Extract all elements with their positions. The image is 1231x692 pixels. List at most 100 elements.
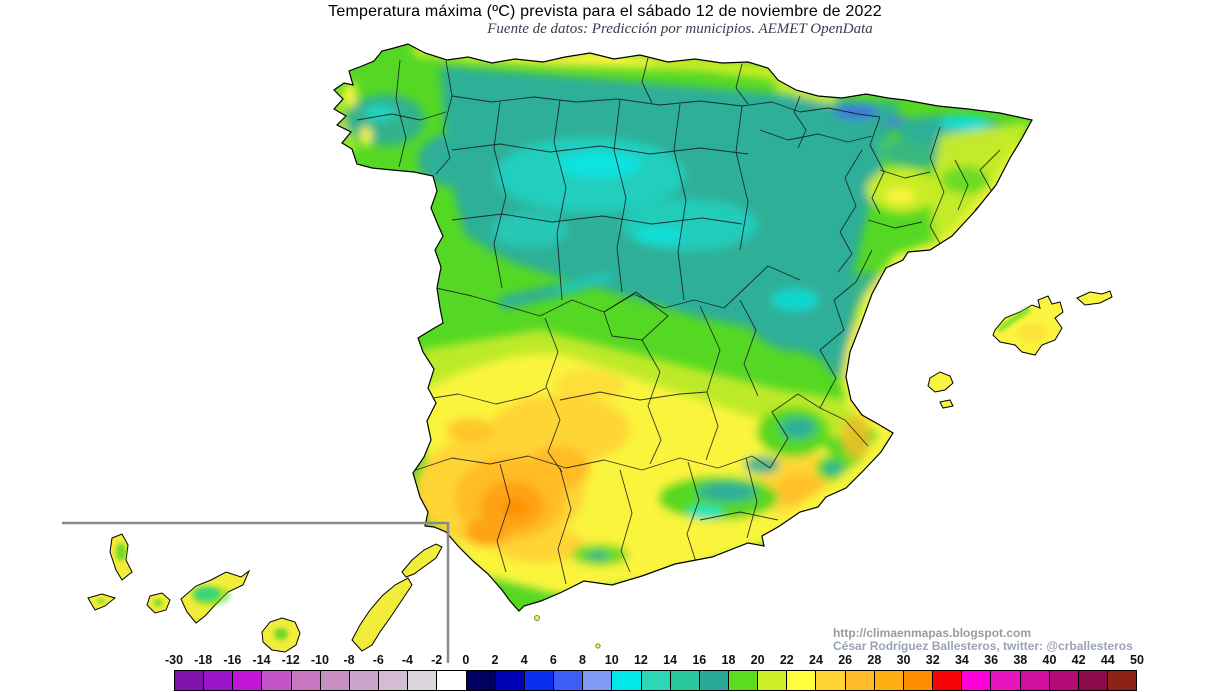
colorbar-label: -6 xyxy=(372,653,384,667)
colorbar-cell xyxy=(232,671,262,690)
data-source-subtitle: Fuente de datos: Predicción por municipi… xyxy=(487,21,873,37)
colorbar-cell xyxy=(407,671,437,690)
colorbar-label: 12 xyxy=(633,653,648,667)
credit-url: http://climaenmapas.blogspot.com xyxy=(833,626,1032,640)
colorbar-label: 40 xyxy=(1042,653,1057,667)
cyan-patch xyxy=(364,105,396,121)
cyan-patch xyxy=(492,212,568,248)
sistema-central-cyan xyxy=(557,273,613,293)
colorbar-label: 0 xyxy=(462,653,470,667)
colorbar-cell xyxy=(611,671,641,690)
colorbar-cell xyxy=(961,671,991,690)
colorbar-cell xyxy=(1077,671,1107,690)
colorbar-label: -14 xyxy=(252,653,271,667)
colorbar-cell xyxy=(378,671,408,690)
ceuta-dot xyxy=(534,615,540,621)
colorbar-cell xyxy=(1107,671,1137,690)
colorbar-label: 32 xyxy=(925,653,940,667)
alcoy-teal xyxy=(823,462,843,474)
colorbar-label: 2 xyxy=(491,653,499,667)
mallorca-golden-center xyxy=(1017,324,1047,342)
el-hierro-green-center xyxy=(97,598,105,604)
amber-zone xyxy=(526,446,590,490)
tramuntana-green-ridge xyxy=(997,307,1031,332)
colorbar-cell xyxy=(757,671,787,690)
colorbar-label: -8 xyxy=(343,653,355,667)
deep-orange-core xyxy=(502,499,528,517)
colorbar-cell xyxy=(523,671,554,690)
teal-patch xyxy=(418,134,482,186)
colorbar-cell xyxy=(494,671,524,690)
cuenca-cyan xyxy=(771,289,819,311)
colorbar-cell xyxy=(290,671,320,690)
formentera-island xyxy=(939,399,954,409)
colorbar-label: 22 xyxy=(779,653,794,667)
peninsula-coastline xyxy=(333,43,1033,612)
colorbar-label: 14 xyxy=(663,653,678,667)
colorbar-label: -30 xyxy=(164,653,184,667)
colorbar-label: 10 xyxy=(604,653,619,667)
colorbar-label: 20 xyxy=(750,653,765,667)
colorbar-cell xyxy=(436,671,466,690)
colorbar-cell xyxy=(1019,671,1049,690)
zaragoza-yellow xyxy=(885,188,915,204)
credit-author: César Rodríguez Ballesteros, twitter: @c… xyxy=(833,639,1133,653)
canary-islands xyxy=(87,533,443,653)
alicante-amber xyxy=(841,415,871,459)
colorbar-label: 18 xyxy=(721,653,736,667)
province-borders xyxy=(356,57,1001,585)
peninsula-temperature-field xyxy=(334,44,1032,611)
la-palma-green-center xyxy=(116,543,126,561)
colorbar-cell xyxy=(175,671,204,690)
colorbar-cell xyxy=(727,671,758,690)
colorbar-label: -18 xyxy=(194,653,213,667)
colorbar-cell xyxy=(348,671,379,690)
lanzarote-island xyxy=(401,543,443,578)
colorbar-label: 50 xyxy=(1130,653,1144,667)
tenerife-green-ring xyxy=(191,586,231,606)
colorbar-label: 28 xyxy=(867,653,882,667)
colorbar-label: 38 xyxy=(1013,653,1028,667)
colorbar-label: -12 xyxy=(281,653,300,667)
colorbar-label: 24 xyxy=(809,653,823,667)
colorbar-cell xyxy=(698,671,728,690)
colorbar-cell xyxy=(1048,671,1078,690)
melilla-dot xyxy=(595,643,601,649)
colorbar-label: 4 xyxy=(520,653,528,667)
colorbar-cell xyxy=(669,671,699,690)
canary-inset-border xyxy=(62,521,450,663)
colorbar-label: 8 xyxy=(579,653,587,667)
bright-cyan-patch xyxy=(558,152,642,178)
teal-patch xyxy=(744,456,780,474)
colorbar-label: -10 xyxy=(310,653,329,667)
colorbar-cell xyxy=(465,671,495,690)
colorbar-cell xyxy=(990,671,1020,690)
colorbar-label: 16 xyxy=(692,653,707,667)
colorbar-cell xyxy=(873,671,903,690)
colorbar-label: -2 xyxy=(431,653,443,667)
colorbar-cell xyxy=(844,671,874,690)
la-gomera-green-center xyxy=(153,599,163,607)
colorbar-cell xyxy=(553,671,583,690)
colorbar-label: -4 xyxy=(401,653,414,667)
colorbar-label: 36 xyxy=(984,653,999,667)
cyan-patch xyxy=(622,199,758,251)
colorbar-cell xyxy=(932,671,962,690)
pyrenees-cyan xyxy=(939,116,991,130)
colorbar-cell xyxy=(640,671,670,690)
page-title: Temperatura máxima (ºC) prevista para el… xyxy=(328,3,882,20)
balearic-islands xyxy=(927,290,1113,409)
colorbar-cell xyxy=(815,671,845,690)
colorbar-cell xyxy=(319,671,349,690)
blue-cold-speck xyxy=(834,105,878,119)
colorbar-label: -16 xyxy=(223,653,242,667)
colorbar-label: 34 xyxy=(954,653,969,667)
ibiza-island xyxy=(927,371,954,393)
colorbar-cell xyxy=(203,671,233,690)
colorbar-label: 26 xyxy=(838,653,853,667)
fuerteventura-island xyxy=(351,577,413,652)
galicia-yellow-spot xyxy=(360,126,372,146)
sierra-nevada-teal xyxy=(697,482,757,502)
amber-zone xyxy=(446,418,494,442)
